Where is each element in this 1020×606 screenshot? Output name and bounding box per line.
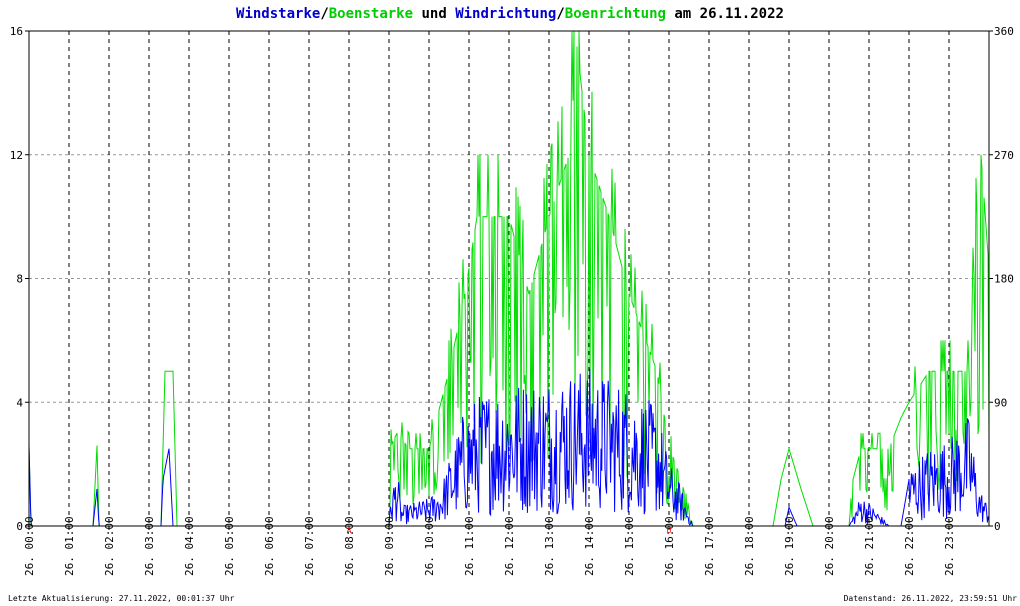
footer-last-update: Letzte Aktualisierung: 27.11.2022, 00:01… [8,594,235,603]
x-tick-label: 26. 07:00 [303,516,316,576]
x-tick-label: 26. 05:00 [223,516,236,576]
x-tick-label: 26. 10:00 [423,516,436,576]
x-tick-label: 26. 17:00 [703,516,716,576]
x-tick-label: 26. 19:00 [783,516,796,576]
x-tick-label: 26. 04:00 [183,516,196,576]
marker-label: A [347,526,352,535]
y-left-tick-label: 8 [16,273,23,286]
x-tick-label: 26. 11:00 [463,516,476,576]
x-tick-label: 26. 15:00 [623,516,636,576]
chart-title: Windstarke/Boenstarke und Windrichtung/B… [236,6,784,22]
footer-data-timestamp: Datenstand: 26.11.2022, 23:59:51 Uhr [844,594,1018,603]
x-tick-label: 26. 06:00 [263,516,276,576]
title-part-3: und [413,6,455,22]
marker-label: U [667,526,672,535]
axes: 0 4 8 12 16 0 90 180 270 360 26. 00:00 26. 01:00 26.… [10,25,1014,576]
title-part-2: Boenstarke [329,6,413,22]
title-part-7: am 26.11.2022 [666,6,784,22]
y-left-tick-label: 12 [10,149,23,162]
x-tick-label: 26. 21:00 [863,516,876,576]
x-tick-label: 26. 09:00 [383,516,396,576]
y-right-tick-label: 90 [994,396,1007,409]
x-tick-label: 26. 16:00 [663,516,676,576]
title-part-6: Boenrichtung [565,6,666,22]
y-left-tick-label: 0 [16,520,23,533]
x-tick-label: 26. 18:00 [743,516,756,576]
x-tick-label: 26. 14:00 [583,516,596,576]
title-part-1: / [320,6,328,22]
x-tick-label: 26. 00:00 [23,516,36,576]
x-tick-label: 26. 12:00 [503,516,516,576]
x-tick-label: 26. 22:00 [903,516,916,576]
y-right-tick-label: 180 [994,273,1014,286]
title-part-0: Windstarke [236,6,320,22]
x-tick-label: 26. 13:00 [543,516,556,576]
wind-direction-series [30,0,990,523]
y-right-tick-label: 0 [994,520,1001,533]
y-right-tick-label: 360 [994,25,1014,38]
title-part-5: / [556,6,564,22]
x-tick-label: 26. 03:00 [143,516,156,576]
x-tick-label: 26. 01:00 [63,516,76,576]
y-right-tick-label: 270 [994,149,1014,162]
y-left-tick-label: 4 [16,396,23,409]
x-tick-label: 26. 02:00 [103,516,116,576]
y-left-tick-label: 16 [10,25,23,38]
x-tick-label: 26. 20:00 [823,516,836,576]
grid-lines [29,31,989,526]
x-tick-label: 26. 23:00 [943,516,956,576]
x-tick-label: 26. 08:00 [343,516,356,576]
title-part-4: Windrichtung [455,6,556,22]
